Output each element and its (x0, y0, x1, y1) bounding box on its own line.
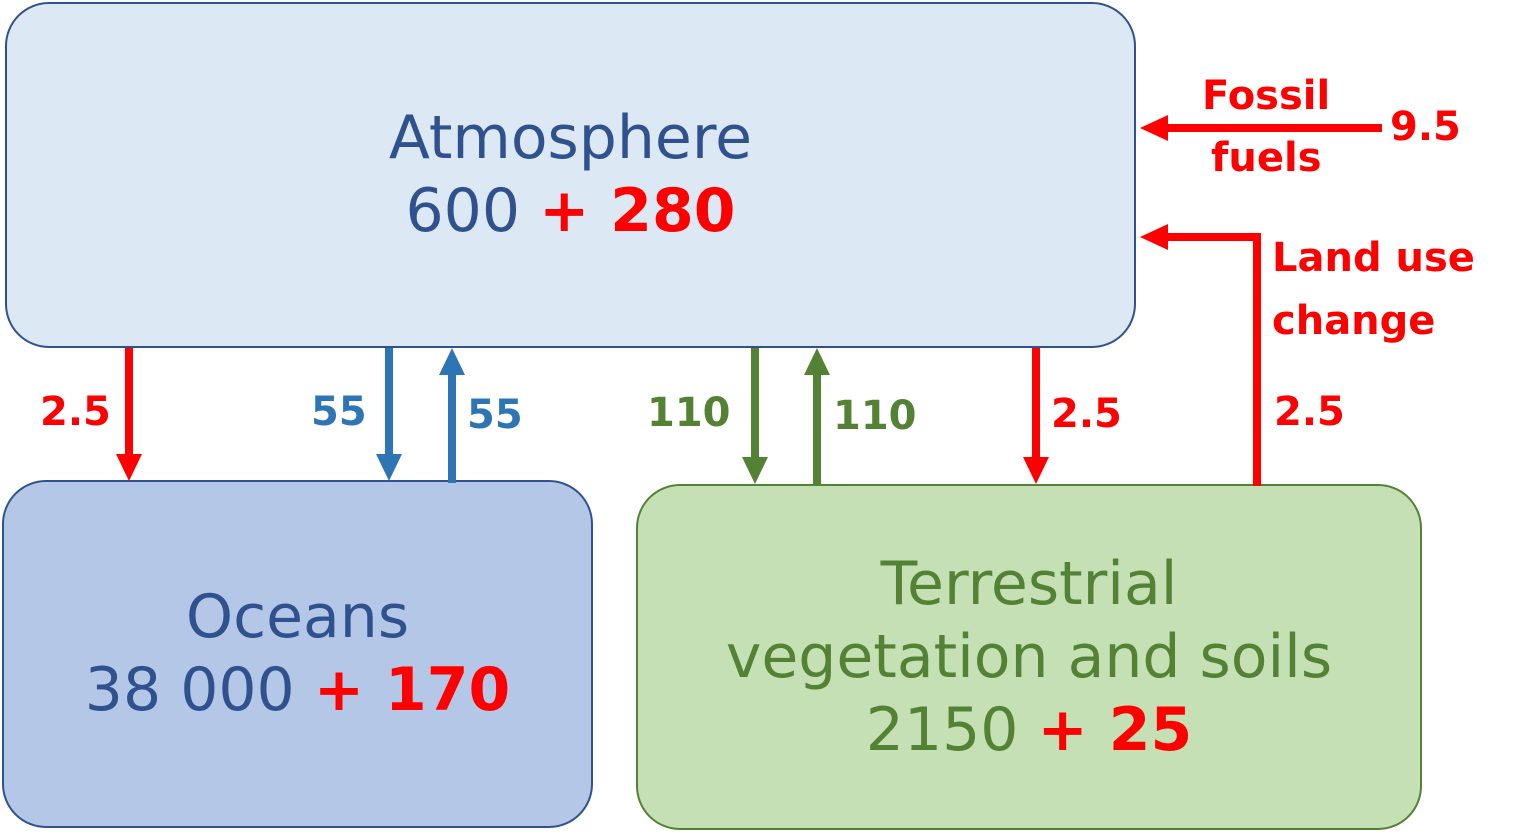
arrow-ocean-to-atm-natural (439, 348, 465, 483)
arrow-atm-to-ocean-anthro (116, 348, 142, 481)
oceans-name: Oceans (185, 582, 410, 652)
flux-label-land-use-change: 2.5 (1274, 389, 1345, 435)
arrow-atm-to-ocean-natural (376, 348, 402, 481)
atmosphere-box: Atmosphere 600 + 280 (5, 2, 1136, 348)
terrestrial-name-line1: Terrestrial (880, 548, 1178, 619)
flux-label-atm-ocean-natural: 55 (311, 389, 367, 435)
atmosphere-addition: + 280 (539, 176, 736, 246)
arrow-land-to-atm-natural (804, 348, 830, 486)
fossil-label-line1: Fossil (1202, 73, 1331, 119)
landuse-label-line2: change (1272, 298, 1436, 344)
terrestrial-addition: + 25 (1037, 694, 1193, 765)
oceans-addition: + 170 (313, 655, 511, 725)
terrestrial-stock-value: 2150 (865, 694, 1019, 765)
atmosphere-stock: 600 + 280 (405, 175, 735, 248)
oceans-stock: 38 000 + 170 (85, 654, 510, 727)
arrow-atm-to-land-natural (742, 348, 768, 484)
flux-label-atm-land-anthro: 2.5 (1051, 391, 1122, 437)
arrow-land-use-change (1140, 224, 1261, 486)
atmosphere-stock-value: 600 (405, 176, 521, 246)
flux-label-fossil-fuels: 9.5 (1390, 104, 1461, 150)
flux-label-atm-land-natural: 110 (647, 390, 731, 436)
atmosphere-name: Atmosphere (388, 103, 753, 173)
terrestrial-stock: 2150 + 25 (866, 694, 1192, 767)
terrestrial-box: Terrestrial vegetation and soils 2150 + … (636, 484, 1422, 830)
flux-label-atm-ocean-anthro: 2.5 (40, 389, 111, 435)
flux-label-land-atm-natural: 110 (833, 393, 917, 439)
flux-label-ocean-atm-natural: 55 (467, 392, 523, 438)
arrow-fossil-fuels (1140, 115, 1382, 141)
landuse-label-line1: Land use (1272, 235, 1475, 281)
arrow-atm-to-land-anthro (1023, 348, 1049, 484)
terrestrial-name-line2: vegetation and soils (725, 621, 1333, 692)
fossil-label-line2: fuels (1211, 135, 1322, 181)
oceans-box: Oceans 38 000 + 170 (2, 480, 593, 828)
oceans-stock-value: 38 000 (84, 655, 295, 725)
